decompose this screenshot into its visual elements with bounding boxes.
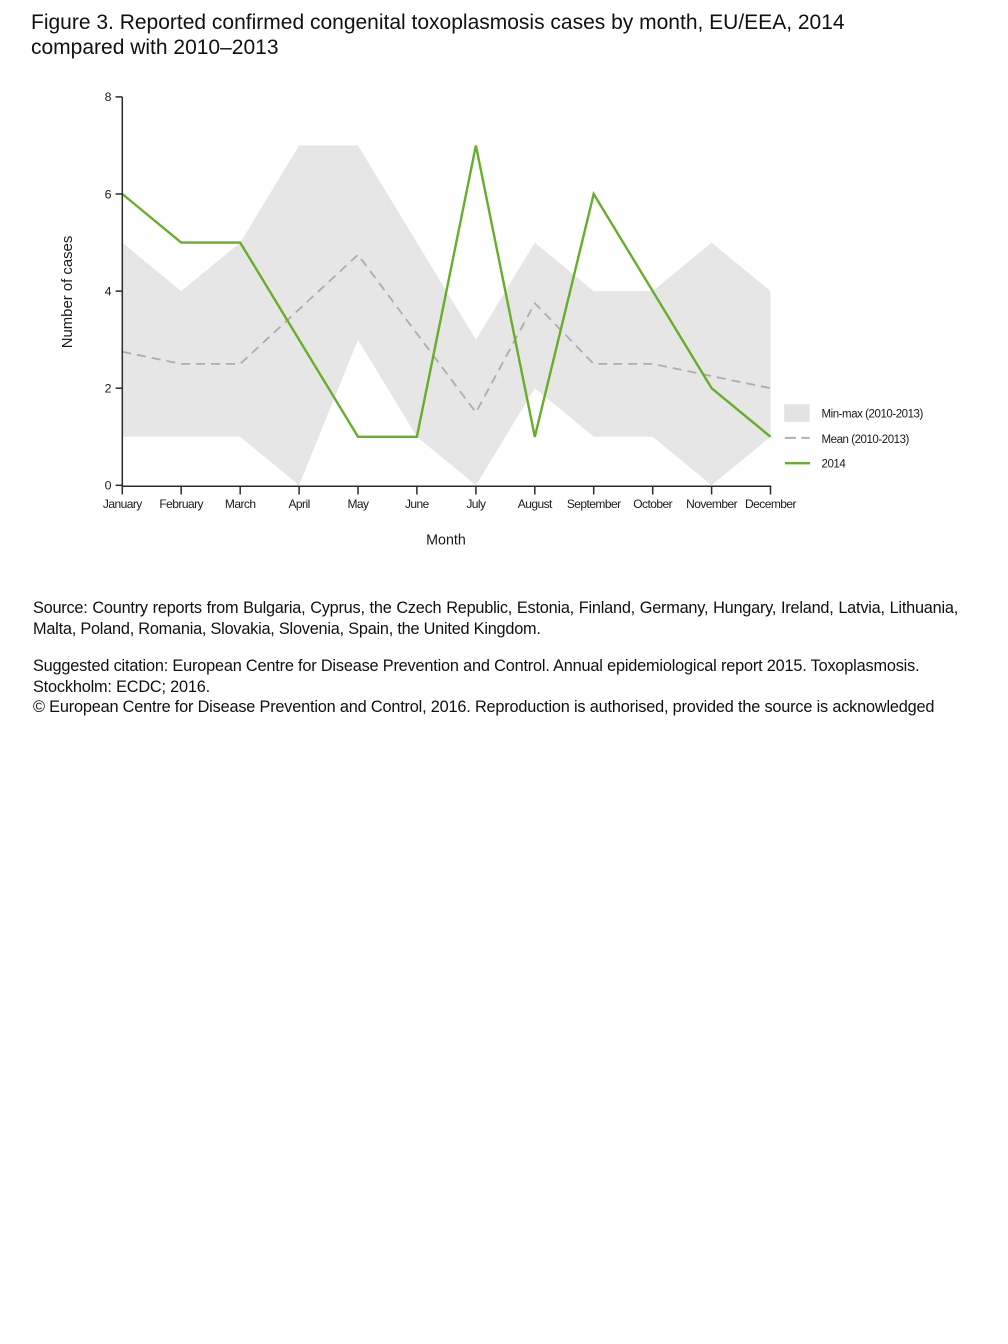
svg-text:March: March (225, 497, 256, 511)
svg-text:February: February (159, 497, 203, 511)
svg-text:August: August (518, 497, 553, 511)
svg-text:2014: 2014 (822, 459, 847, 471)
svg-text:November: November (686, 497, 738, 511)
svg-text:May: May (347, 497, 369, 511)
svg-text:6: 6 (105, 187, 112, 201)
svg-text:January: January (103, 497, 142, 511)
svg-text:October: October (633, 497, 672, 511)
svg-text:July: July (466, 497, 486, 511)
svg-text:2: 2 (105, 382, 112, 396)
svg-text:September: September (567, 497, 621, 511)
svg-text:8: 8 (105, 90, 112, 104)
svg-text:April: April (288, 497, 309, 511)
svg-text:0: 0 (105, 479, 112, 493)
svg-text:4: 4 (105, 284, 112, 298)
svg-text:Min-max (2010-2013): Min-max (2010-2013) (822, 408, 924, 420)
svg-text:June: June (405, 497, 430, 511)
svg-text:Month: Month (426, 533, 466, 549)
svg-text:December: December (745, 497, 797, 511)
svg-text:Mean (2010-2013): Mean (2010-2013) (822, 434, 910, 446)
svg-text:Number of cases: Number of cases (60, 236, 76, 349)
